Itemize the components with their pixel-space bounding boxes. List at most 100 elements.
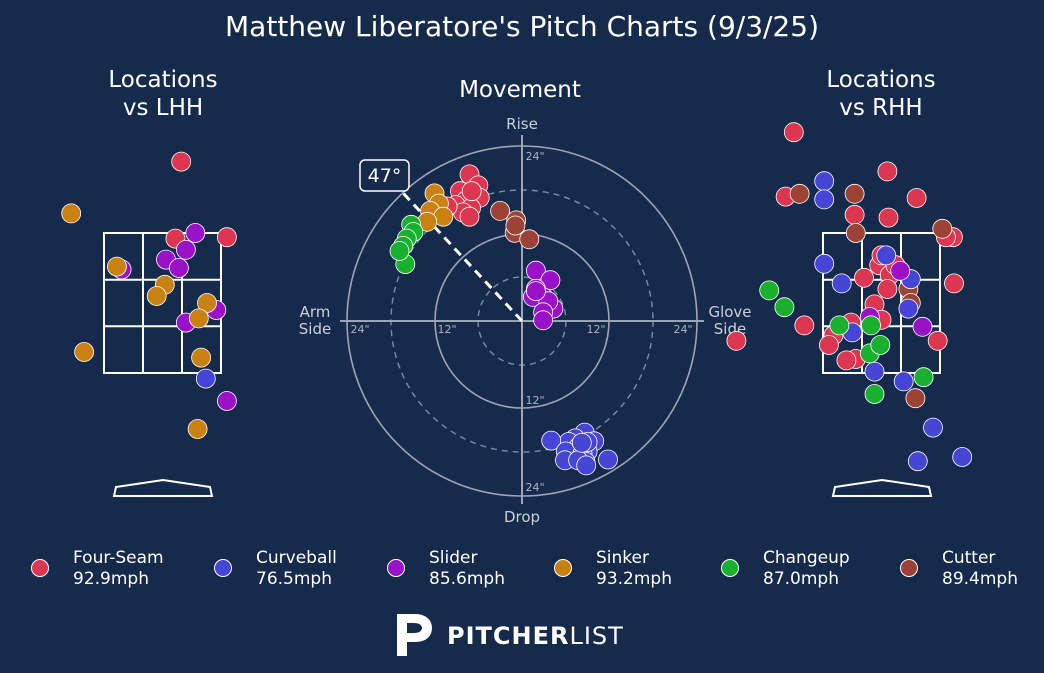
movement-point-four-seam <box>459 206 480 227</box>
pitch-point-curveball <box>898 298 919 319</box>
pitch-point-sinker <box>146 286 167 306</box>
rhh-panel-title: Locations vs RHH <box>826 67 936 121</box>
pitch-point-four-seam <box>944 273 964 294</box>
ring-label-bottom-24: 24" <box>525 481 544 494</box>
legend-speed: 87.0mph <box>763 569 839 589</box>
movement-point-curveball <box>571 432 592 453</box>
pitch-point-curveball <box>814 253 835 274</box>
legend-speed: 92.9mph <box>73 569 149 589</box>
legend-swatch <box>721 559 739 577</box>
legend-label: Cutter <box>942 548 996 568</box>
ring-label-bottom-12: 12" <box>525 394 544 407</box>
arm-angle-label: 47° <box>368 165 402 187</box>
pitch-point-cutter <box>845 223 866 243</box>
movement-point-cutter <box>505 215 526 236</box>
rise-label: Rise <box>506 115 538 133</box>
glove-side-label: Glove Side <box>708 303 751 338</box>
pitch-point-cutter <box>905 388 926 409</box>
pitch-point-four-seam <box>877 161 898 182</box>
pitch-point-cutter <box>789 183 810 204</box>
rhh-points <box>726 122 973 472</box>
pitcherlist-logo: PITCHERLIST <box>393 612 633 658</box>
pitch-point-changeup <box>864 384 885 404</box>
side-label-line: Arm <box>300 303 331 321</box>
pitch-point-curveball <box>831 273 852 294</box>
legend-swatch <box>900 559 918 577</box>
movement-point-curveball <box>576 455 597 476</box>
side-label-line: Glove <box>708 303 751 321</box>
legend-label: Four-Seam <box>73 548 164 568</box>
movement-panel-title: Movement <box>459 77 581 103</box>
movement-point-changeup <box>389 241 410 261</box>
legend: Four-Seam 92.9mph Curveball 76.5mph Slid… <box>0 546 1044 596</box>
movement-point-curveball <box>598 449 618 470</box>
movement-point-slider <box>540 270 561 291</box>
legend-swatch <box>554 559 572 577</box>
pitch-point-sinker <box>197 293 217 313</box>
pitch-point-sinker <box>61 203 82 224</box>
rhh-home-plate <box>831 478 933 497</box>
movement-point-four-seam <box>461 181 482 202</box>
pitch-point-sinker <box>107 256 127 277</box>
pitch-point-cutter <box>844 183 865 204</box>
pitch-point-curveball <box>195 368 216 389</box>
legend-label: Slider <box>429 548 478 568</box>
pitcherlist-wordmark: PITCHERLIST <box>447 622 624 650</box>
movement-points <box>389 164 618 476</box>
movement-point-cutter <box>490 200 511 221</box>
drop-label: Drop <box>504 508 540 526</box>
lhh-panel-title: Locations vs LHH <box>108 67 218 121</box>
legend-speed: 85.6mph <box>429 569 505 589</box>
pitch-point-four-seam <box>844 204 865 225</box>
pitch-point-slider <box>890 260 911 281</box>
legend-speed: 93.2mph <box>596 569 672 589</box>
pitch-point-curveball <box>814 189 835 210</box>
arm-side-label: Arm Side <box>299 303 331 338</box>
pitch-point-slider <box>175 239 196 260</box>
pitcherlist-icon <box>397 614 432 656</box>
legend-label: Changeup <box>763 548 850 568</box>
pitch-point-slider <box>185 223 206 243</box>
movement-point-slider <box>533 310 553 331</box>
legend-label: Sinker <box>596 548 649 568</box>
pitch-point-four-seam <box>836 350 857 371</box>
pitch-point-curveball <box>876 245 897 266</box>
ring-label-left-24: 24" <box>350 323 369 336</box>
pitch-point-changeup <box>829 315 850 336</box>
movement-point-curveball <box>541 430 562 451</box>
ring-label-top-24: 24" <box>525 150 544 163</box>
movement-grid <box>340 135 704 504</box>
pitch-point-four-seam <box>216 227 237 248</box>
pitch-point-sinker <box>191 347 212 368</box>
side-label-line: Side <box>299 320 331 338</box>
pitch-point-changeup <box>870 335 891 355</box>
pitch-point-four-seam <box>819 335 839 355</box>
pitch-point-slider <box>912 316 933 337</box>
lhh-home-plate <box>112 478 214 497</box>
pitch-point-four-seam <box>726 330 747 351</box>
movement-point-cutter <box>519 229 540 250</box>
pitch-point-changeup <box>913 367 934 388</box>
pitch-point-four-seam <box>878 207 899 228</box>
brand-light-text: LIST <box>569 622 624 650</box>
arm-angle-box <box>359 159 410 192</box>
ring-label-right-12: 12" <box>586 323 605 336</box>
movement-point-slider <box>526 281 546 302</box>
pitch-point-four-seam <box>854 267 874 288</box>
pitch-point-curveball <box>864 361 885 382</box>
legend-swatch <box>31 559 49 577</box>
chart-title: Matthew Liberatore's Pitch Charts (9/3/2… <box>225 10 819 43</box>
pitch-point-curveball <box>893 371 914 392</box>
pitch-point-changeup <box>759 280 780 301</box>
legend-swatch <box>214 559 232 577</box>
pitch-point-sinker <box>187 419 208 439</box>
ring-label-right-24: 24" <box>673 323 692 336</box>
pitch-point-four-seam <box>877 279 898 299</box>
pitch-point-cutter <box>932 218 953 239</box>
pitch-point-curveball <box>923 417 943 438</box>
lhh-points <box>61 151 237 439</box>
legend-swatch <box>387 559 405 577</box>
pitch-point-four-seam <box>171 151 192 172</box>
pitch-point-slider <box>216 391 237 411</box>
